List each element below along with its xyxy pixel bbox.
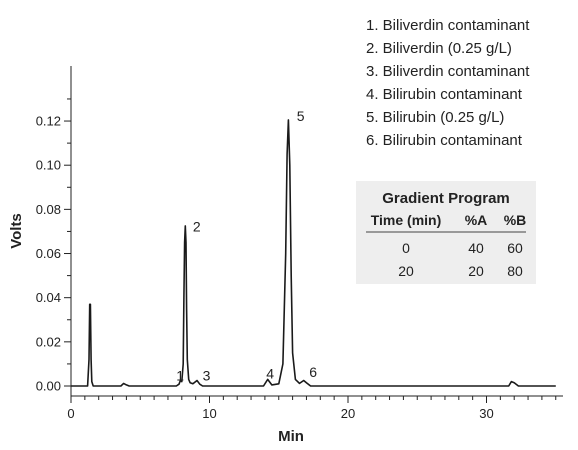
- legend-item-3: 3. Biliverdin contaminant: [366, 63, 530, 80]
- legend-item-2: 2. Biliverdin (0.25 g/L): [366, 40, 512, 57]
- gradient-program-table: Gradient Program Time (min) %A %B 0 40 6…: [356, 181, 536, 284]
- peak-label-5: 5: [297, 108, 305, 124]
- y-tick-label: 0.04: [36, 290, 61, 305]
- y-tick-label: 0.08: [36, 202, 61, 217]
- peak-labels: 1 2 3 4 5 6: [176, 108, 317, 383]
- gradient-program-title: Gradient Program: [382, 190, 510, 207]
- peak-label-2: 2: [193, 218, 201, 234]
- gradient-header-time: Time (min): [371, 212, 442, 228]
- peak-label-1: 1: [176, 367, 184, 383]
- x-tick-label: 30: [479, 406, 493, 421]
- y-tick-label: 0.00: [36, 379, 61, 394]
- gradient-row1-b: 60: [507, 240, 523, 256]
- legend-item-1: 1. Biliverdin contaminant: [366, 17, 530, 34]
- peak-legend: 1. Biliverdin contaminant 2. Biliverdin …: [366, 17, 530, 149]
- gradient-header-b: %B: [504, 212, 527, 228]
- y-axis-title: Volts: [8, 213, 25, 249]
- gradient-header-a: %A: [465, 212, 488, 228]
- x-axis-title: Min: [278, 428, 304, 445]
- gradient-row1-a: 40: [468, 240, 484, 256]
- chromatogram-trace: [71, 119, 556, 387]
- legend-item-5: 5. Bilirubin (0.25 g/L): [366, 109, 504, 126]
- peak-label-6: 6: [309, 364, 317, 380]
- peak-label-4: 4: [266, 365, 274, 381]
- gradient-row2-time: 20: [398, 263, 414, 279]
- x-tick-label: 20: [341, 406, 355, 421]
- peak-label-3: 3: [203, 367, 211, 383]
- y-axis-ticks: 0.00 0.02 0.04 0.06 0.08 0.10 0.12: [36, 98, 71, 394]
- x-tick-label: 0: [67, 406, 74, 421]
- y-tick-label: 0.06: [36, 246, 61, 261]
- x-tick-label: 10: [202, 406, 216, 421]
- y-tick-label: 0.12: [36, 114, 61, 129]
- y-tick-label: 0.10: [36, 158, 61, 173]
- legend-item-4: 4. Bilirubin contaminant: [366, 86, 523, 103]
- x-axis-ticks: 0 10 20 30: [67, 396, 557, 421]
- y-tick-label: 0.02: [36, 334, 61, 349]
- legend-item-6: 6. Bilirubin contaminant: [366, 132, 523, 149]
- gradient-row2-b: 80: [507, 263, 523, 279]
- gradient-row2-a: 20: [468, 263, 484, 279]
- gradient-row1-time: 0: [402, 240, 410, 256]
